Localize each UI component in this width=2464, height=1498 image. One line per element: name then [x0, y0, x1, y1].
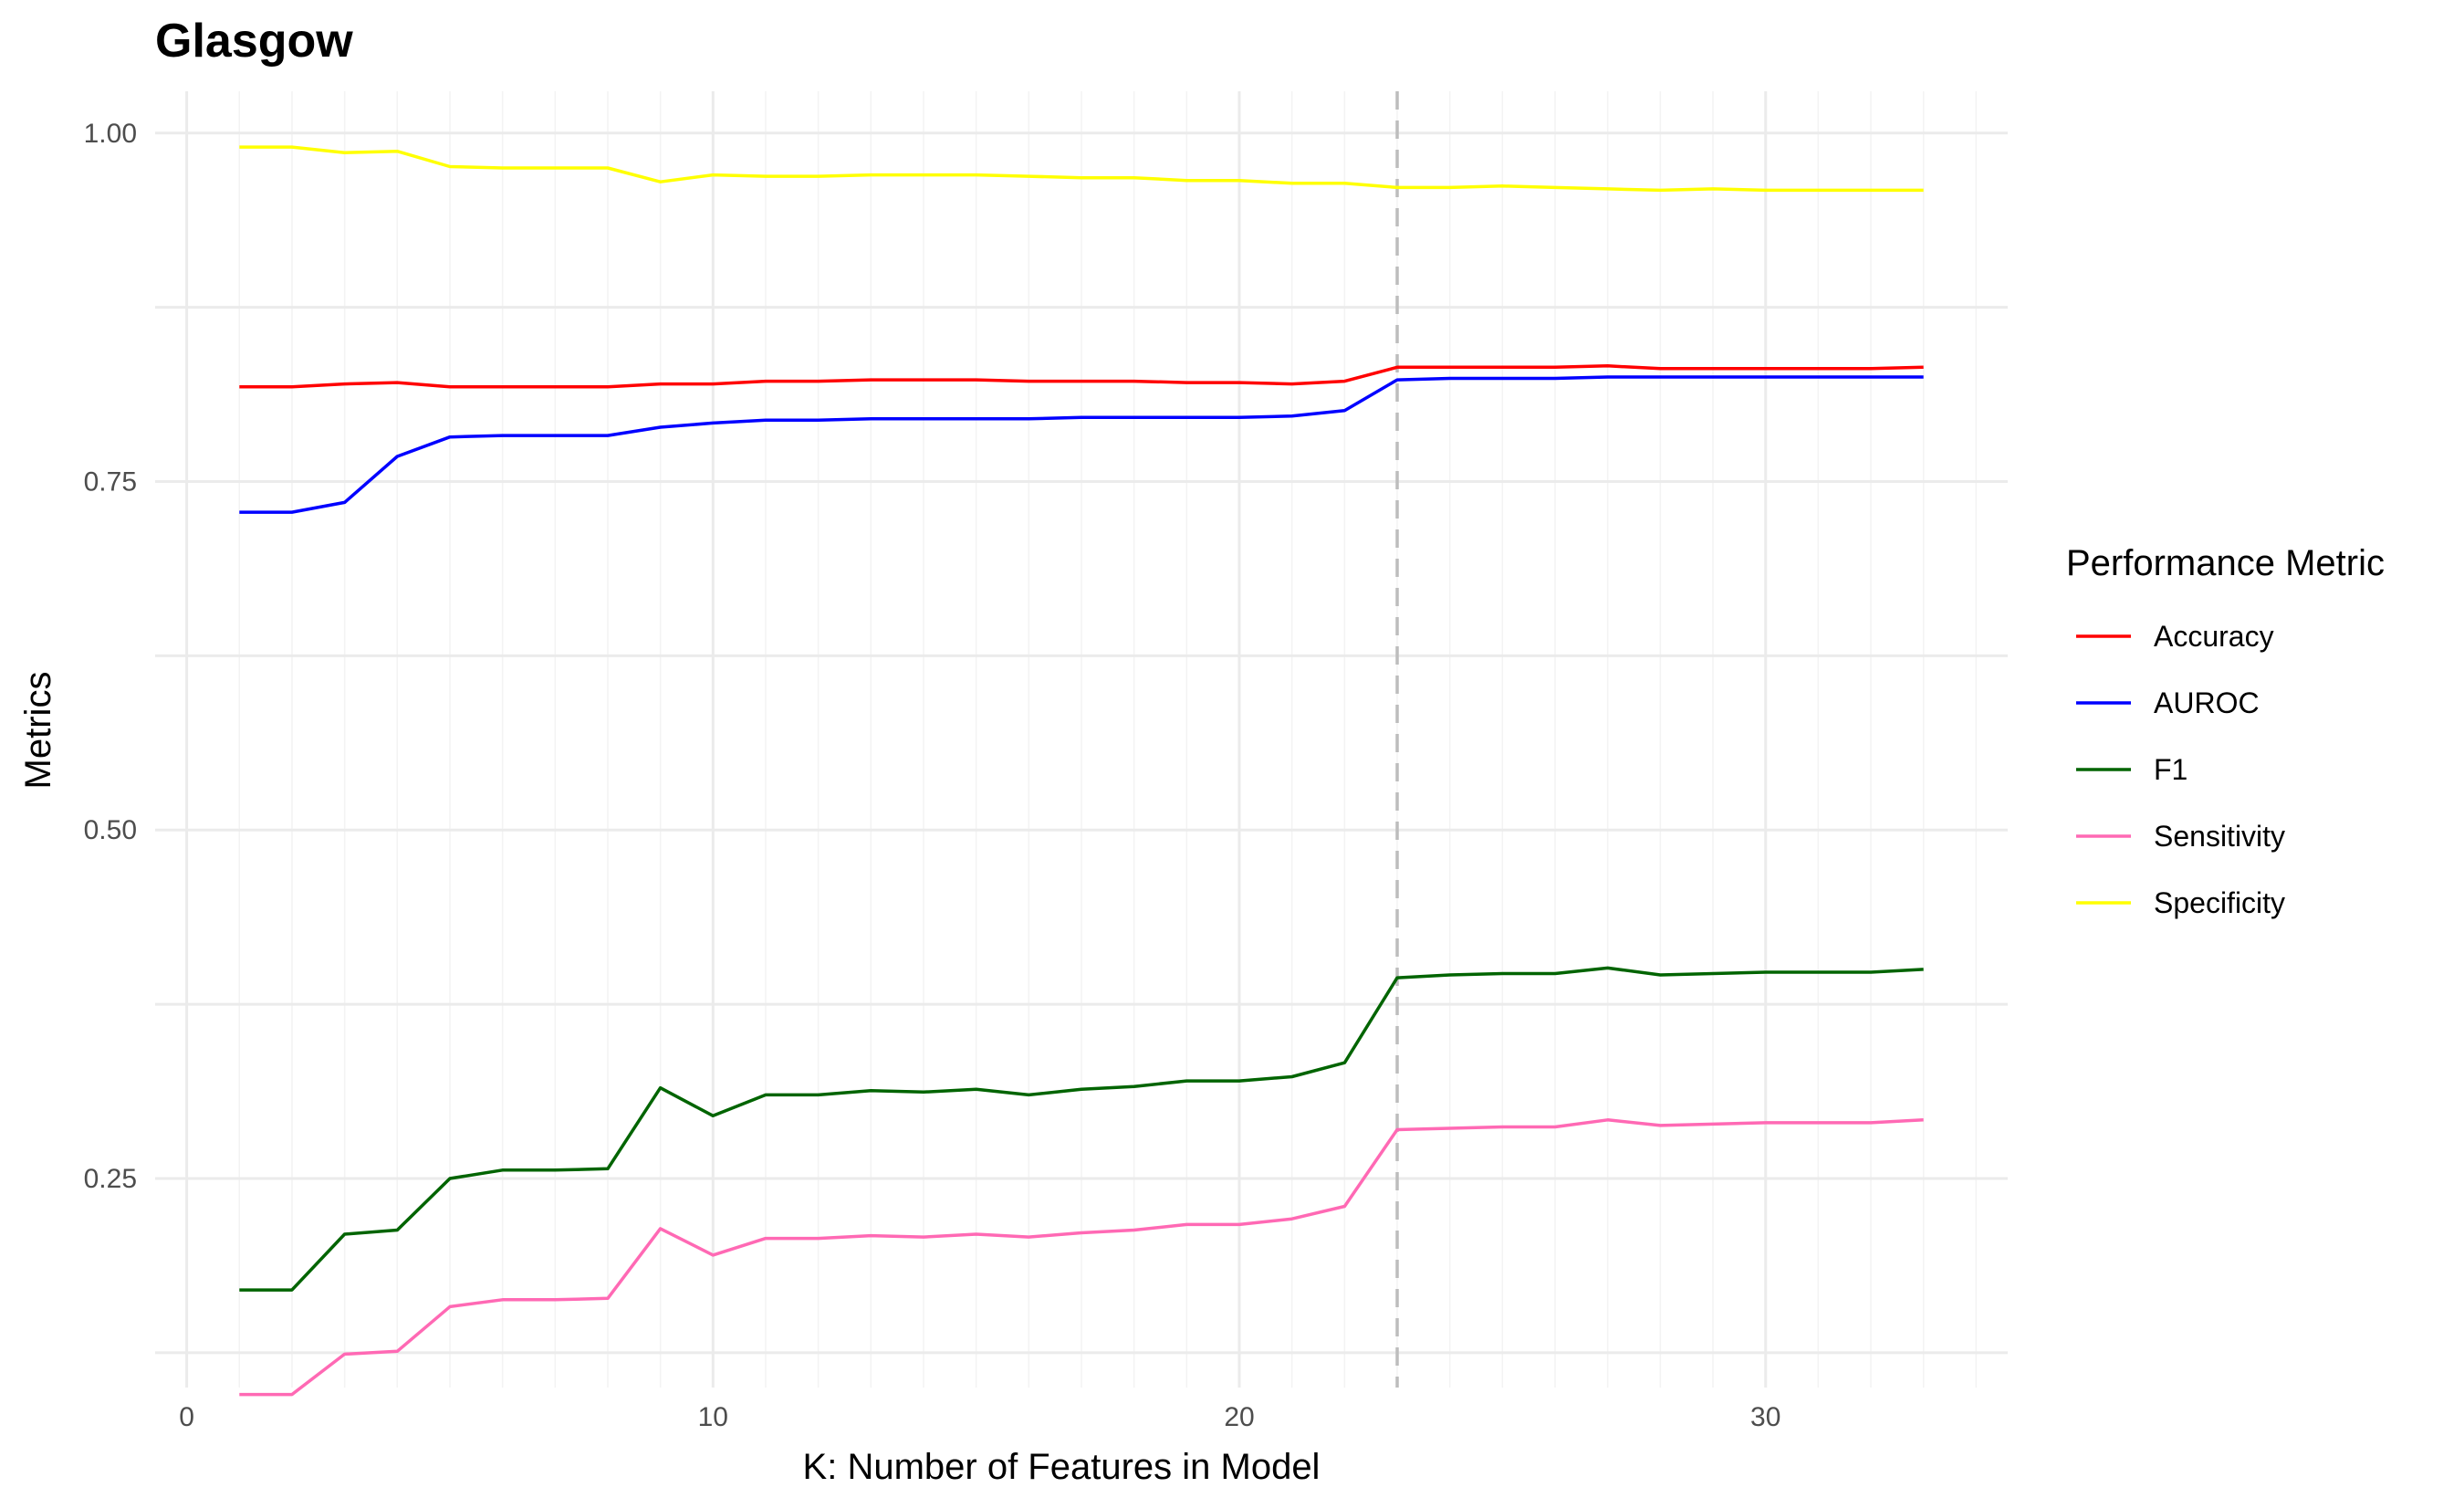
series-line-f1: [239, 966, 1924, 1292]
series-line-auroc: [239, 375, 1924, 514]
x-axis-ticks: 0 10 20 30: [179, 1402, 1780, 1432]
legend-label-specificity: Specificity: [2154, 886, 2285, 919]
legend-label-accuracy: Accuracy: [2154, 620, 2274, 653]
y-tick-label: 0.50: [84, 815, 137, 845]
x-tick-label: 20: [1224, 1402, 1254, 1432]
grid: [155, 91, 2008, 1388]
y-tick-label: 1.00: [84, 119, 137, 149]
series-line-sensitivity: [239, 1118, 1924, 1397]
y-axis-ticks: 0.25 0.50 0.75 1.00: [84, 119, 137, 1194]
y-tick-label: 0.25: [84, 1164, 137, 1194]
x-tick-label: 10: [698, 1402, 728, 1432]
series-line-specificity: [239, 145, 1924, 193]
y-tick-label: 0.75: [84, 467, 137, 498]
legend: Performance Metric Accuracy AUROC F1 Sensit…: [2066, 543, 2385, 919]
legend-label-auroc: AUROC: [2154, 686, 2260, 719]
y-axis-title: Metrics: [18, 672, 58, 790]
series-line-accuracy: [239, 364, 1924, 389]
chart-title: Glasgow: [155, 15, 353, 68]
legend-label-f1: F1: [2154, 753, 2187, 786]
x-tick-label: 30: [1750, 1402, 1780, 1432]
x-axis-title: K: Number of Features in Model: [803, 1447, 1321, 1487]
series-layer: [239, 145, 1924, 1397]
legend-title: Performance Metric: [2066, 543, 2385, 583]
legend-label-sensitivity: Sensitivity: [2154, 820, 2285, 853]
x-tick-label: 0: [179, 1402, 194, 1432]
